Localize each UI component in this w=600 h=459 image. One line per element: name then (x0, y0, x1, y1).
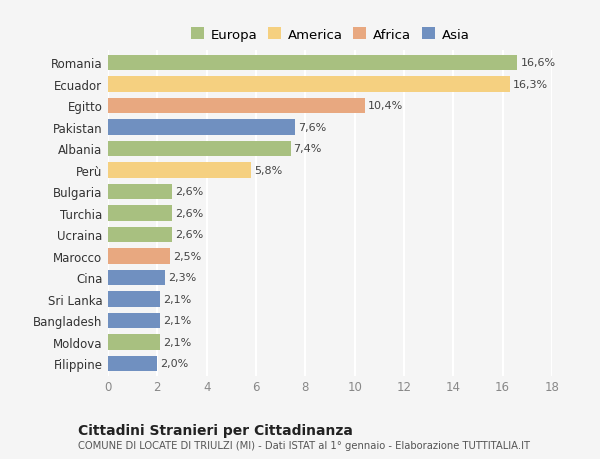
Text: 2,1%: 2,1% (163, 337, 191, 347)
Text: 2,1%: 2,1% (163, 294, 191, 304)
Bar (108, 120, 295, 135)
Bar (108, 184, 172, 200)
Bar (108, 356, 157, 371)
Bar (108, 163, 251, 178)
Bar (108, 313, 160, 328)
Legend: Europa, America, Africa, Asia: Europa, America, Africa, Asia (187, 24, 473, 46)
Text: 5,8%: 5,8% (254, 166, 282, 175)
Text: 2,5%: 2,5% (173, 252, 201, 261)
Bar (108, 99, 365, 114)
Text: COMUNE DI LOCATE DI TRIULZI (MI) - Dati ISTAT al 1° gennaio - Elaborazione TUTTI: COMUNE DI LOCATE DI TRIULZI (MI) - Dati … (78, 440, 530, 450)
Text: 2,3%: 2,3% (167, 273, 196, 283)
Bar (108, 56, 517, 71)
Text: 2,0%: 2,0% (160, 358, 188, 369)
Text: 7,4%: 7,4% (293, 144, 322, 154)
Bar (108, 291, 160, 307)
Text: 10,4%: 10,4% (367, 101, 403, 111)
Bar (108, 270, 165, 285)
Text: 7,6%: 7,6% (298, 123, 326, 133)
Bar (108, 206, 172, 221)
Text: 16,3%: 16,3% (513, 80, 548, 90)
Bar (108, 77, 510, 93)
Text: 2,6%: 2,6% (175, 187, 203, 197)
Text: 2,6%: 2,6% (175, 230, 203, 240)
Text: 16,6%: 16,6% (520, 58, 556, 68)
Text: 2,1%: 2,1% (163, 316, 191, 325)
Bar (108, 227, 172, 243)
Bar (108, 249, 170, 264)
Bar (108, 334, 160, 350)
Bar (108, 141, 290, 157)
Text: 2,6%: 2,6% (175, 208, 203, 218)
Text: Cittadini Stranieri per Cittadinanza: Cittadini Stranieri per Cittadinanza (78, 423, 353, 437)
